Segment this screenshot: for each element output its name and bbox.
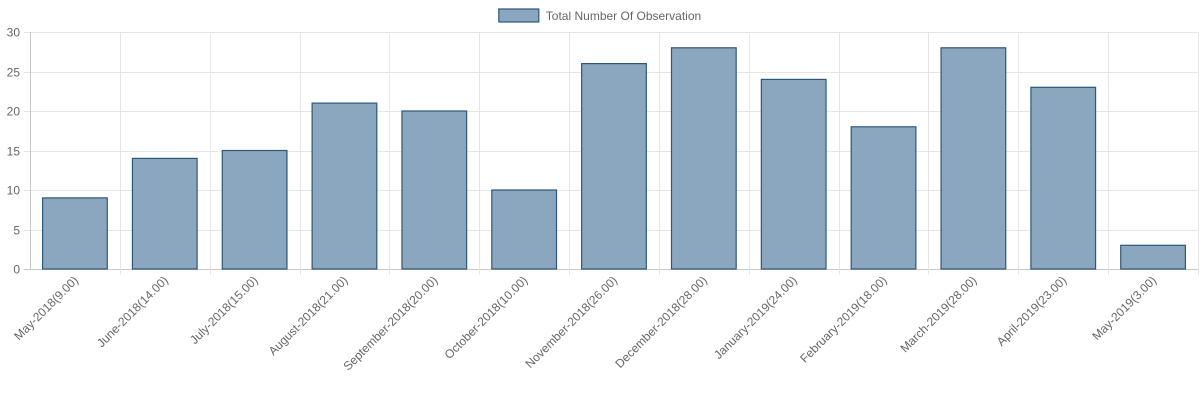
x-tick-label: October-2018(10.00) [442, 273, 531, 362]
x-tick-label: April-2019(23.00) [994, 273, 1069, 348]
x-tick-label: May-2019(3.00) [1089, 273, 1159, 343]
bar[interactable] [670, 47, 737, 270]
x-tick-label: February-2019(18.00) [797, 273, 889, 365]
x-tick-label: July-2018(15.00) [187, 273, 261, 347]
bar[interactable] [940, 47, 1007, 270]
y-tick-label: 25 [7, 66, 21, 80]
x-tick-label: December-2018(28.00) [612, 273, 710, 371]
bar[interactable] [1030, 86, 1097, 270]
x-tick-label: March-2019(28.00) [897, 273, 979, 355]
bar[interactable] [311, 102, 378, 270]
x-tick-label: August-2018(21.00) [266, 273, 351, 358]
y-tick-label: 5 [13, 224, 20, 238]
bar[interactable] [221, 149, 288, 270]
bar[interactable] [401, 110, 468, 270]
x-tick-label: September-2018(20.00) [340, 273, 440, 373]
bar[interactable] [491, 189, 558, 270]
bar[interactable] [581, 62, 647, 270]
y-tick-label: 10 [7, 184, 21, 198]
bar[interactable] [850, 126, 917, 270]
y-tick-label: 30 [7, 26, 21, 40]
y-tick-label: 20 [7, 105, 21, 119]
bar[interactable] [131, 157, 198, 270]
x-tick-label: January-2019(24.00) [711, 273, 800, 362]
bars [41, 47, 1187, 270]
legend-label[interactable]: Total Number Of Observation [546, 9, 701, 23]
legend-swatch[interactable] [498, 8, 540, 23]
legend[interactable]: Total Number Of Observation [498, 8, 701, 23]
x-tick-label: May-2018(9.00) [11, 273, 81, 343]
bar[interactable] [41, 197, 108, 270]
x-tick-label: November-2018(26.00) [522, 273, 620, 371]
x-tick-label: June-2018(14.00) [94, 273, 171, 350]
y-tick-label: 0 [13, 263, 20, 277]
bar[interactable] [1120, 244, 1187, 270]
y-tick-label: 15 [7, 145, 21, 159]
bar[interactable] [760, 78, 827, 270]
